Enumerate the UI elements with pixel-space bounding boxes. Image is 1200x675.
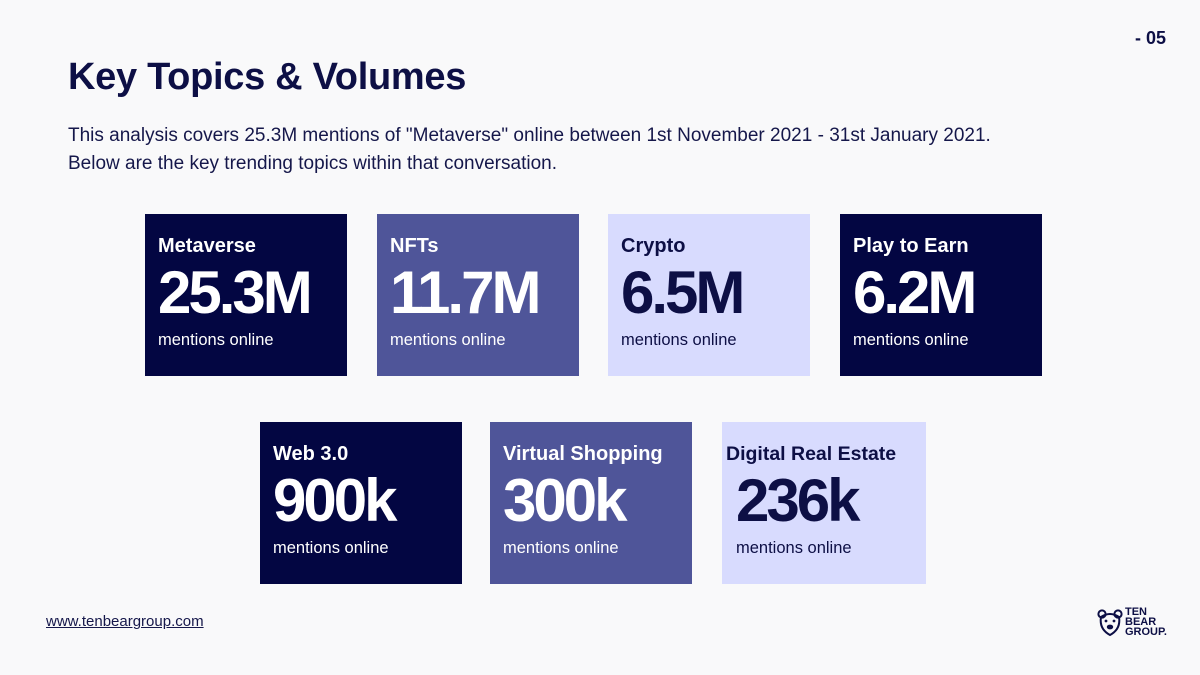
topic-volume: 6.2M — [853, 259, 977, 326]
page-number: - 05 — [1134, 28, 1166, 48]
topic-label: Web 3.0 — [273, 443, 349, 465]
topic-caption: mentions online — [158, 331, 274, 349]
topic-caption: mentions online — [621, 331, 737, 349]
topic-label: Crypto — [621, 235, 686, 257]
topic-caption: mentions online — [736, 539, 852, 557]
topic-label: Virtual Shopping — [503, 443, 663, 465]
topic-volume: 11.7M — [390, 259, 541, 326]
topic-label: Metaverse — [158, 235, 256, 257]
page-title: Key Topics & Volumes — [68, 56, 467, 98]
topic-label: NFTs — [390, 235, 439, 257]
logo-line: GROUP. — [1125, 626, 1167, 638]
intro-line-2: Below are the key trending topics within… — [68, 153, 557, 174]
topic-volume: 25.3M — [158, 259, 313, 326]
topic-volume: 6.5M — [621, 259, 745, 326]
website-link[interactable]: www.tenbeargroup.com — [46, 613, 204, 630]
topic-card-nfts: NFTs 11.7M mentions online — [377, 214, 579, 376]
topic-caption: mentions online — [853, 331, 969, 349]
intro-line-1: This analysis covers 25.3M mentions of "… — [68, 125, 991, 146]
topic-card-play-to-earn: Play to Earn 6.2M mentions online — [840, 214, 1042, 376]
topic-label: Digital Real Estate — [726, 443, 897, 465]
topic-card-metaverse: Metaverse 25.3M mentions online — [145, 214, 347, 376]
topic-caption: mentions online — [390, 331, 506, 349]
topic-card-crypto: Crypto 6.5M mentions online — [608, 214, 810, 376]
topic-card-virtual-shopping: Virtual Shopping 300k mentions online — [490, 422, 692, 584]
intro-text: This analysis covers 25.3M mentions of "… — [68, 122, 1108, 178]
topic-card-digital-real-estate: Digital Real Estate 236k mentions online — [722, 422, 926, 584]
bear-head-icon — [1097, 609, 1123, 637]
topic-volume: 900k — [273, 467, 397, 534]
logo-line: TEN — [1125, 606, 1147, 618]
logo-line: BEAR — [1125, 616, 1157, 628]
topic-volume: 300k — [503, 467, 627, 534]
topic-label: Play to Earn — [853, 235, 969, 257]
company-logo: TEN BEAR GROUP. — [1097, 606, 1167, 638]
logo-wordmark: TEN BEAR GROUP. — [1125, 606, 1167, 638]
topic-caption: mentions online — [273, 539, 389, 557]
topic-card-web3: Web 3.0 900k mentions online — [260, 422, 462, 584]
topic-volume: 236k — [736, 467, 860, 534]
topic-caption: mentions online — [503, 539, 619, 557]
